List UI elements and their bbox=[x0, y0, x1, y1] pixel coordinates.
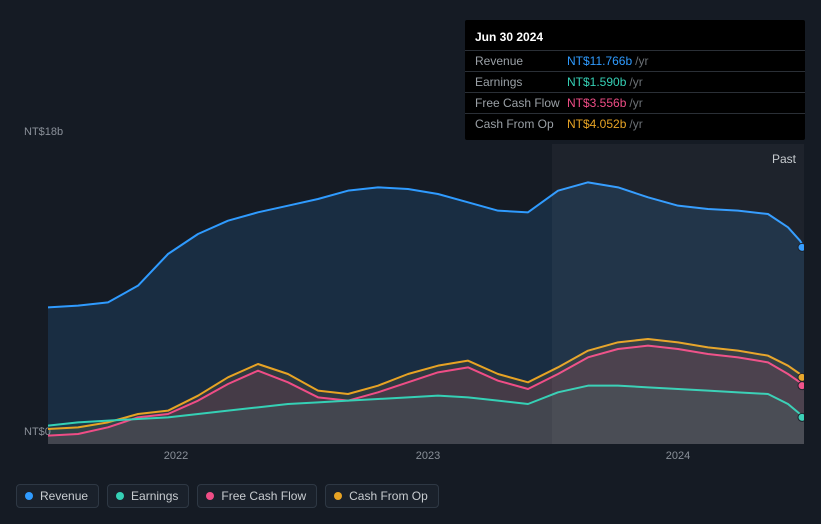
x-tick: 2022 bbox=[164, 450, 188, 462]
tooltip-row: EarningsNT$1.590b/yr bbox=[465, 71, 805, 92]
tooltip-suffix: /yr bbox=[635, 54, 648, 68]
tooltip-date: Jun 30 2024 bbox=[465, 26, 805, 50]
tooltip-row: Free Cash FlowNT$3.556b/yr bbox=[465, 92, 805, 113]
legend-label: Revenue bbox=[40, 489, 88, 503]
chart-panel: Jun 30 2024 RevenueNT$11.766b/yrEarnings… bbox=[0, 0, 821, 524]
tooltip-value: NT$3.556b bbox=[567, 96, 626, 110]
tooltip-value: NT$11.766b bbox=[567, 54, 632, 68]
highlight-region bbox=[552, 144, 804, 444]
legend-item[interactable]: Cash From Op bbox=[325, 484, 439, 508]
legend: Revenue Earnings Free Cash Flow Cash From O… bbox=[16, 484, 439, 508]
tooltip-label: Free Cash Flow bbox=[475, 96, 567, 110]
tooltip-value: NT$1.590b bbox=[567, 75, 626, 89]
legend-item[interactable]: Earnings bbox=[107, 484, 189, 508]
y-axis-min: NT$0 bbox=[24, 426, 51, 438]
y-axis-max: NT$18b bbox=[24, 126, 63, 138]
legend-item[interactable]: Revenue bbox=[16, 484, 99, 508]
tooltip-suffix: /yr bbox=[629, 75, 642, 89]
tooltip-value: NT$4.052b bbox=[567, 117, 626, 131]
legend-label: Earnings bbox=[131, 489, 178, 503]
chart-area[interactable]: Past bbox=[48, 144, 804, 444]
legend-dot-icon bbox=[334, 492, 342, 500]
legend-dot-icon bbox=[25, 492, 33, 500]
tooltip-row: Cash From OpNT$4.052b/yr bbox=[465, 113, 805, 134]
legend-label: Cash From Op bbox=[349, 489, 428, 503]
x-tick: 2023 bbox=[416, 450, 440, 462]
tooltip-suffix: /yr bbox=[629, 96, 642, 110]
legend-dot-icon bbox=[116, 492, 124, 500]
tooltip-label: Revenue bbox=[475, 54, 567, 68]
data-tooltip: Jun 30 2024 RevenueNT$11.766b/yrEarnings… bbox=[465, 20, 805, 140]
tooltip-label: Earnings bbox=[475, 75, 567, 89]
tooltip-row: RevenueNT$11.766b/yr bbox=[465, 50, 805, 71]
legend-dot-icon bbox=[206, 492, 214, 500]
tooltip-suffix: /yr bbox=[629, 117, 642, 131]
tooltip-label: Cash From Op bbox=[475, 117, 567, 131]
past-label: Past bbox=[772, 152, 796, 166]
x-axis: 2022 2023 2024 bbox=[48, 450, 804, 470]
legend-label: Free Cash Flow bbox=[221, 489, 306, 503]
legend-item[interactable]: Free Cash Flow bbox=[197, 484, 317, 508]
x-tick: 2024 bbox=[666, 450, 690, 462]
